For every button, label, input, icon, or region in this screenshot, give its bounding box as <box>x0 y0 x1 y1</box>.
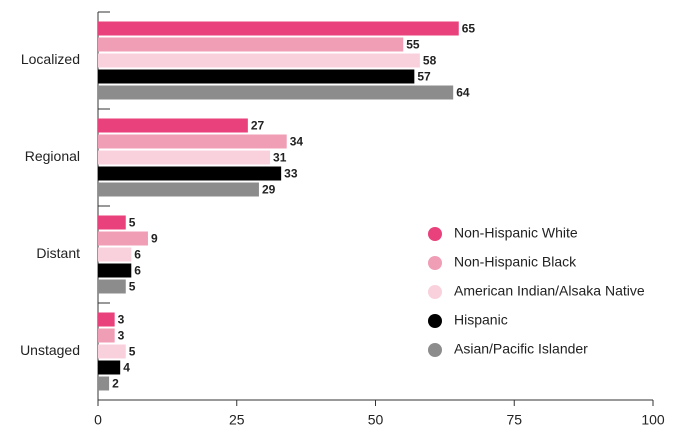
value-label: 64 <box>456 86 470 100</box>
bar <box>98 247 132 262</box>
legend-label: Non-Hispanic Black <box>454 254 577 270</box>
value-label: 5 <box>129 280 136 294</box>
value-label: 6 <box>134 264 141 278</box>
x-tick-label: 0 <box>94 412 102 428</box>
bar <box>98 328 115 343</box>
legend-marker <box>428 314 442 328</box>
legend-label: Hispanic <box>454 312 508 328</box>
value-label: 2 <box>112 377 119 391</box>
y-tick-label: Distant <box>36 245 80 261</box>
value-label: 55 <box>406 38 420 52</box>
bar <box>98 263 132 278</box>
legend-marker <box>428 343 442 357</box>
value-label: 58 <box>423 54 437 68</box>
bar <box>98 376 110 391</box>
bar <box>98 312 115 327</box>
legend-label: American Indian/Alsaka Native <box>454 283 645 299</box>
legend-label: Asian/Pacific Islander <box>454 341 588 357</box>
bar <box>98 182 259 197</box>
bar <box>98 21 459 36</box>
value-label: 33 <box>284 167 298 181</box>
value-label: 34 <box>290 135 304 149</box>
bar <box>98 69 415 84</box>
bar <box>98 344 126 359</box>
x-tick-label: 75 <box>506 412 522 428</box>
value-label: 9 <box>151 232 158 246</box>
value-label: 57 <box>417 70 431 84</box>
bar <box>98 150 271 165</box>
value-label: 5 <box>129 345 136 359</box>
value-label: 3 <box>118 313 125 327</box>
legend-marker <box>428 256 442 270</box>
bar <box>98 134 287 149</box>
value-label: 65 <box>462 22 476 36</box>
bar <box>98 279 126 294</box>
legend-marker <box>428 285 442 299</box>
x-tick-label: 25 <box>229 412 245 428</box>
value-label: 29 <box>262 183 276 197</box>
bar <box>98 37 404 52</box>
value-label: 4 <box>123 361 130 375</box>
value-label: 5 <box>129 216 136 230</box>
bar <box>98 53 420 68</box>
y-tick-label: Unstaged <box>20 342 80 358</box>
bar <box>98 118 248 133</box>
bar <box>98 166 282 181</box>
bar <box>98 360 121 375</box>
x-tick-label: 100 <box>641 412 665 428</box>
bar <box>98 215 126 230</box>
value-label: 31 <box>273 151 287 165</box>
bar <box>98 231 148 246</box>
x-tick-label: 50 <box>368 412 384 428</box>
y-tick-label: Localized <box>21 51 80 67</box>
legend-marker <box>428 227 442 241</box>
value-label: 27 <box>251 119 265 133</box>
bar <box>98 85 454 100</box>
legend-label: Non-Hispanic White <box>454 225 578 241</box>
value-label: 3 <box>118 329 125 343</box>
y-tick-label: Regional <box>25 148 80 164</box>
value-label: 6 <box>134 248 141 262</box>
